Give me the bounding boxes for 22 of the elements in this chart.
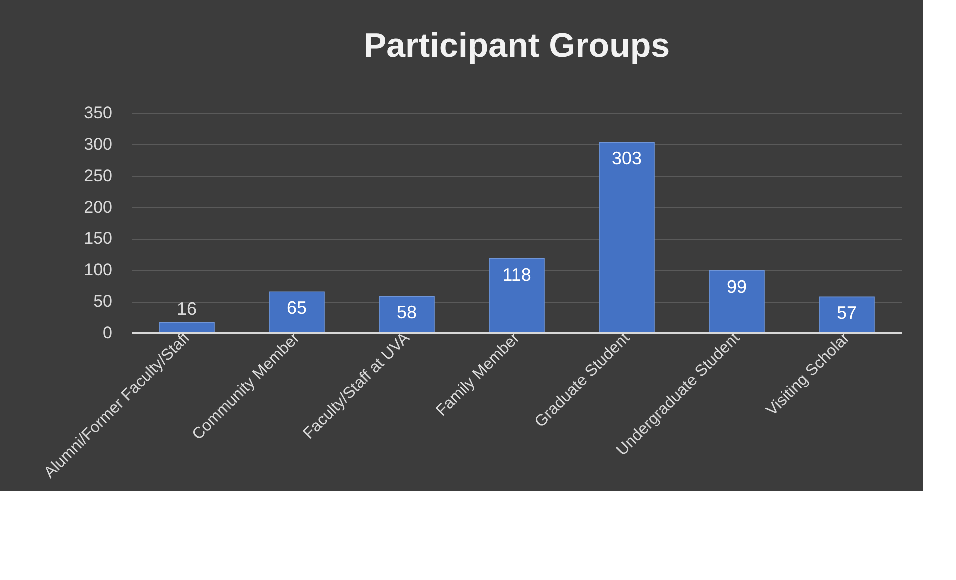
- data-label: 303: [612, 148, 642, 169]
- y-tick-label: 150: [84, 229, 112, 248]
- y-tick-label: 100: [84, 260, 112, 280]
- y-tick-label: 250: [84, 166, 112, 186]
- data-label: 58: [396, 302, 418, 323]
- bar: [819, 296, 875, 334]
- data-label: 118: [502, 264, 532, 285]
- bar: [489, 258, 545, 334]
- bar: [379, 296, 435, 334]
- y-tick-label: 200: [84, 198, 112, 217]
- bar: [269, 292, 325, 334]
- bar: [709, 270, 765, 334]
- y-tick-label: 0: [103, 324, 112, 342]
- bar: [599, 142, 655, 334]
- chart-title: Participant Groups: [364, 27, 670, 65]
- y-tick-label: 350: [84, 104, 112, 122]
- data-label: 65: [286, 298, 308, 318]
- data-label: 99: [726, 276, 748, 297]
- data-label: 16: [176, 298, 198, 319]
- y-tick-label: 300: [84, 134, 112, 154]
- data-label: 57: [836, 303, 858, 324]
- y-tick-label: 50: [94, 292, 112, 312]
